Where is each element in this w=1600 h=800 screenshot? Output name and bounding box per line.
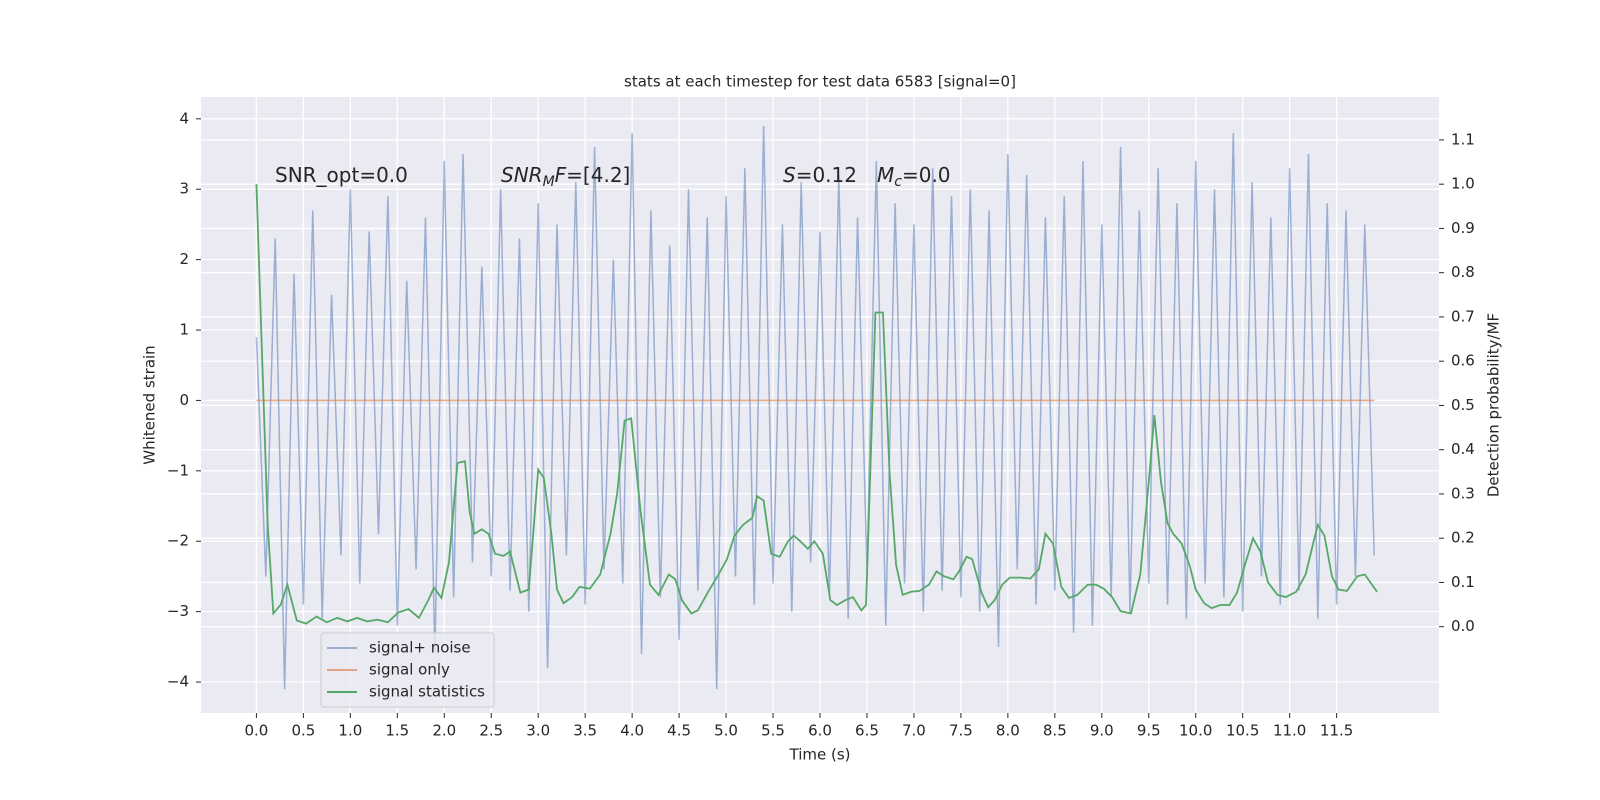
- y-tick-label: −2: [167, 532, 189, 550]
- x-tick-label: 3.0: [526, 722, 550, 740]
- annotation-part: S: [783, 163, 796, 187]
- x-tick-label: 6.5: [855, 722, 879, 740]
- legend-label: signal+ noise: [369, 639, 471, 657]
- annotation-part: c: [894, 174, 902, 190]
- legend-label: signal statistics: [369, 683, 485, 701]
- x-tick-label: 5.0: [714, 722, 738, 740]
- y2-tick-label: 0.9: [1451, 219, 1475, 237]
- y-tick-label: 1: [179, 321, 189, 339]
- x-tick-label: 0.5: [291, 722, 315, 740]
- x-tick-label: 9.5: [1137, 722, 1161, 740]
- annotation-part: =0.12: [796, 163, 857, 187]
- x-axis-label: Time (s): [789, 746, 851, 764]
- y2-tick-label: 1.0: [1451, 175, 1475, 193]
- annotation: Mc=0.0: [877, 163, 951, 191]
- y-tick-label: 2: [179, 250, 189, 268]
- x-tick-label: 0.0: [244, 722, 268, 740]
- y-tick-label: −3: [167, 602, 189, 620]
- y2-tick-label: 0.0: [1451, 617, 1475, 635]
- x-tick-label: 10.5: [1226, 722, 1259, 740]
- x-tick-label: 5.5: [761, 722, 785, 740]
- y2-tick-label: 0.8: [1451, 263, 1475, 281]
- series-line: [255, 184, 1378, 625]
- y-tick-label: 3: [179, 180, 189, 198]
- y-tick-label: −1: [167, 461, 189, 479]
- x-tick-label: 3.5: [573, 722, 597, 740]
- x-tick-label: 4.0: [620, 722, 644, 740]
- annotation: SNR_opt=0.0: [275, 163, 408, 187]
- x-tick-label: 11.5: [1320, 722, 1353, 740]
- x-tick-label: 1.5: [385, 722, 409, 740]
- y2-tick-label: 0.6: [1451, 352, 1475, 370]
- y-axis-label: Whitened strain: [141, 345, 159, 464]
- annotation-part: SNR: [501, 163, 543, 187]
- legend-box: [320, 632, 495, 708]
- annotation: S=0.12: [783, 163, 857, 187]
- annotation-part: M: [543, 174, 555, 190]
- y2-tick-label: 0.5: [1451, 396, 1475, 414]
- legend-label: signal only: [369, 661, 450, 679]
- y-tick-label: 0: [179, 391, 189, 409]
- annotation-part: =[4.2]: [566, 163, 630, 187]
- x-tick-label: 7.0: [902, 722, 926, 740]
- x-tick-label: 10.0: [1179, 722, 1212, 740]
- x-tick-label: 1.0: [338, 722, 362, 740]
- x-tick-label: 8.5: [1043, 722, 1067, 740]
- annotation-part: =0.0: [902, 163, 951, 187]
- chart-title: stats at each timestep for test data 658…: [624, 73, 1016, 91]
- x-tick-label: 7.5: [949, 722, 973, 740]
- y2-tick-label: 1.1: [1451, 130, 1475, 148]
- x-tick-label: 4.5: [667, 722, 691, 740]
- annotation-part: SNR_opt=0.0: [275, 163, 408, 187]
- annotation-part: F: [555, 163, 567, 187]
- x-tick-label: 9.0: [1090, 722, 1114, 740]
- y2-tick-label: 0.3: [1451, 484, 1475, 502]
- y-tick-label: 4: [179, 109, 189, 127]
- annotation: SNRMF=[4.2]: [501, 163, 630, 191]
- y-tick-label: −4: [167, 673, 189, 691]
- y2-tick-label: 0.1: [1451, 573, 1475, 591]
- y2-axis-label: Detection probability/MF: [1485, 313, 1503, 497]
- x-tick-label: 8.0: [996, 722, 1020, 740]
- x-tick-label: 11.0: [1273, 722, 1306, 740]
- y2-tick-label: 0.7: [1451, 307, 1475, 325]
- x-tick-label: 2.0: [432, 722, 456, 740]
- series-line: [255, 125, 1375, 690]
- y2-tick-label: 0.4: [1451, 440, 1475, 458]
- annotation-part: M: [877, 163, 894, 187]
- x-tick-label: 2.5: [479, 722, 503, 740]
- y2-tick-label: 0.2: [1451, 529, 1475, 547]
- x-tick-label: 6.0: [808, 722, 832, 740]
